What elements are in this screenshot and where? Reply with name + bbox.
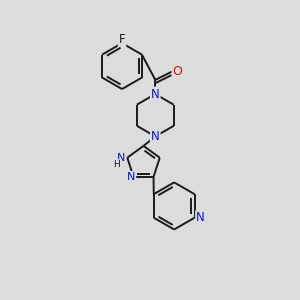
Text: N: N [151,130,160,143]
Text: N: N [196,211,205,224]
Text: F: F [119,33,125,46]
Text: O: O [172,64,182,78]
Text: N: N [127,172,135,182]
Text: N: N [151,88,160,100]
Text: N: N [117,153,125,163]
Text: H: H [114,160,120,169]
